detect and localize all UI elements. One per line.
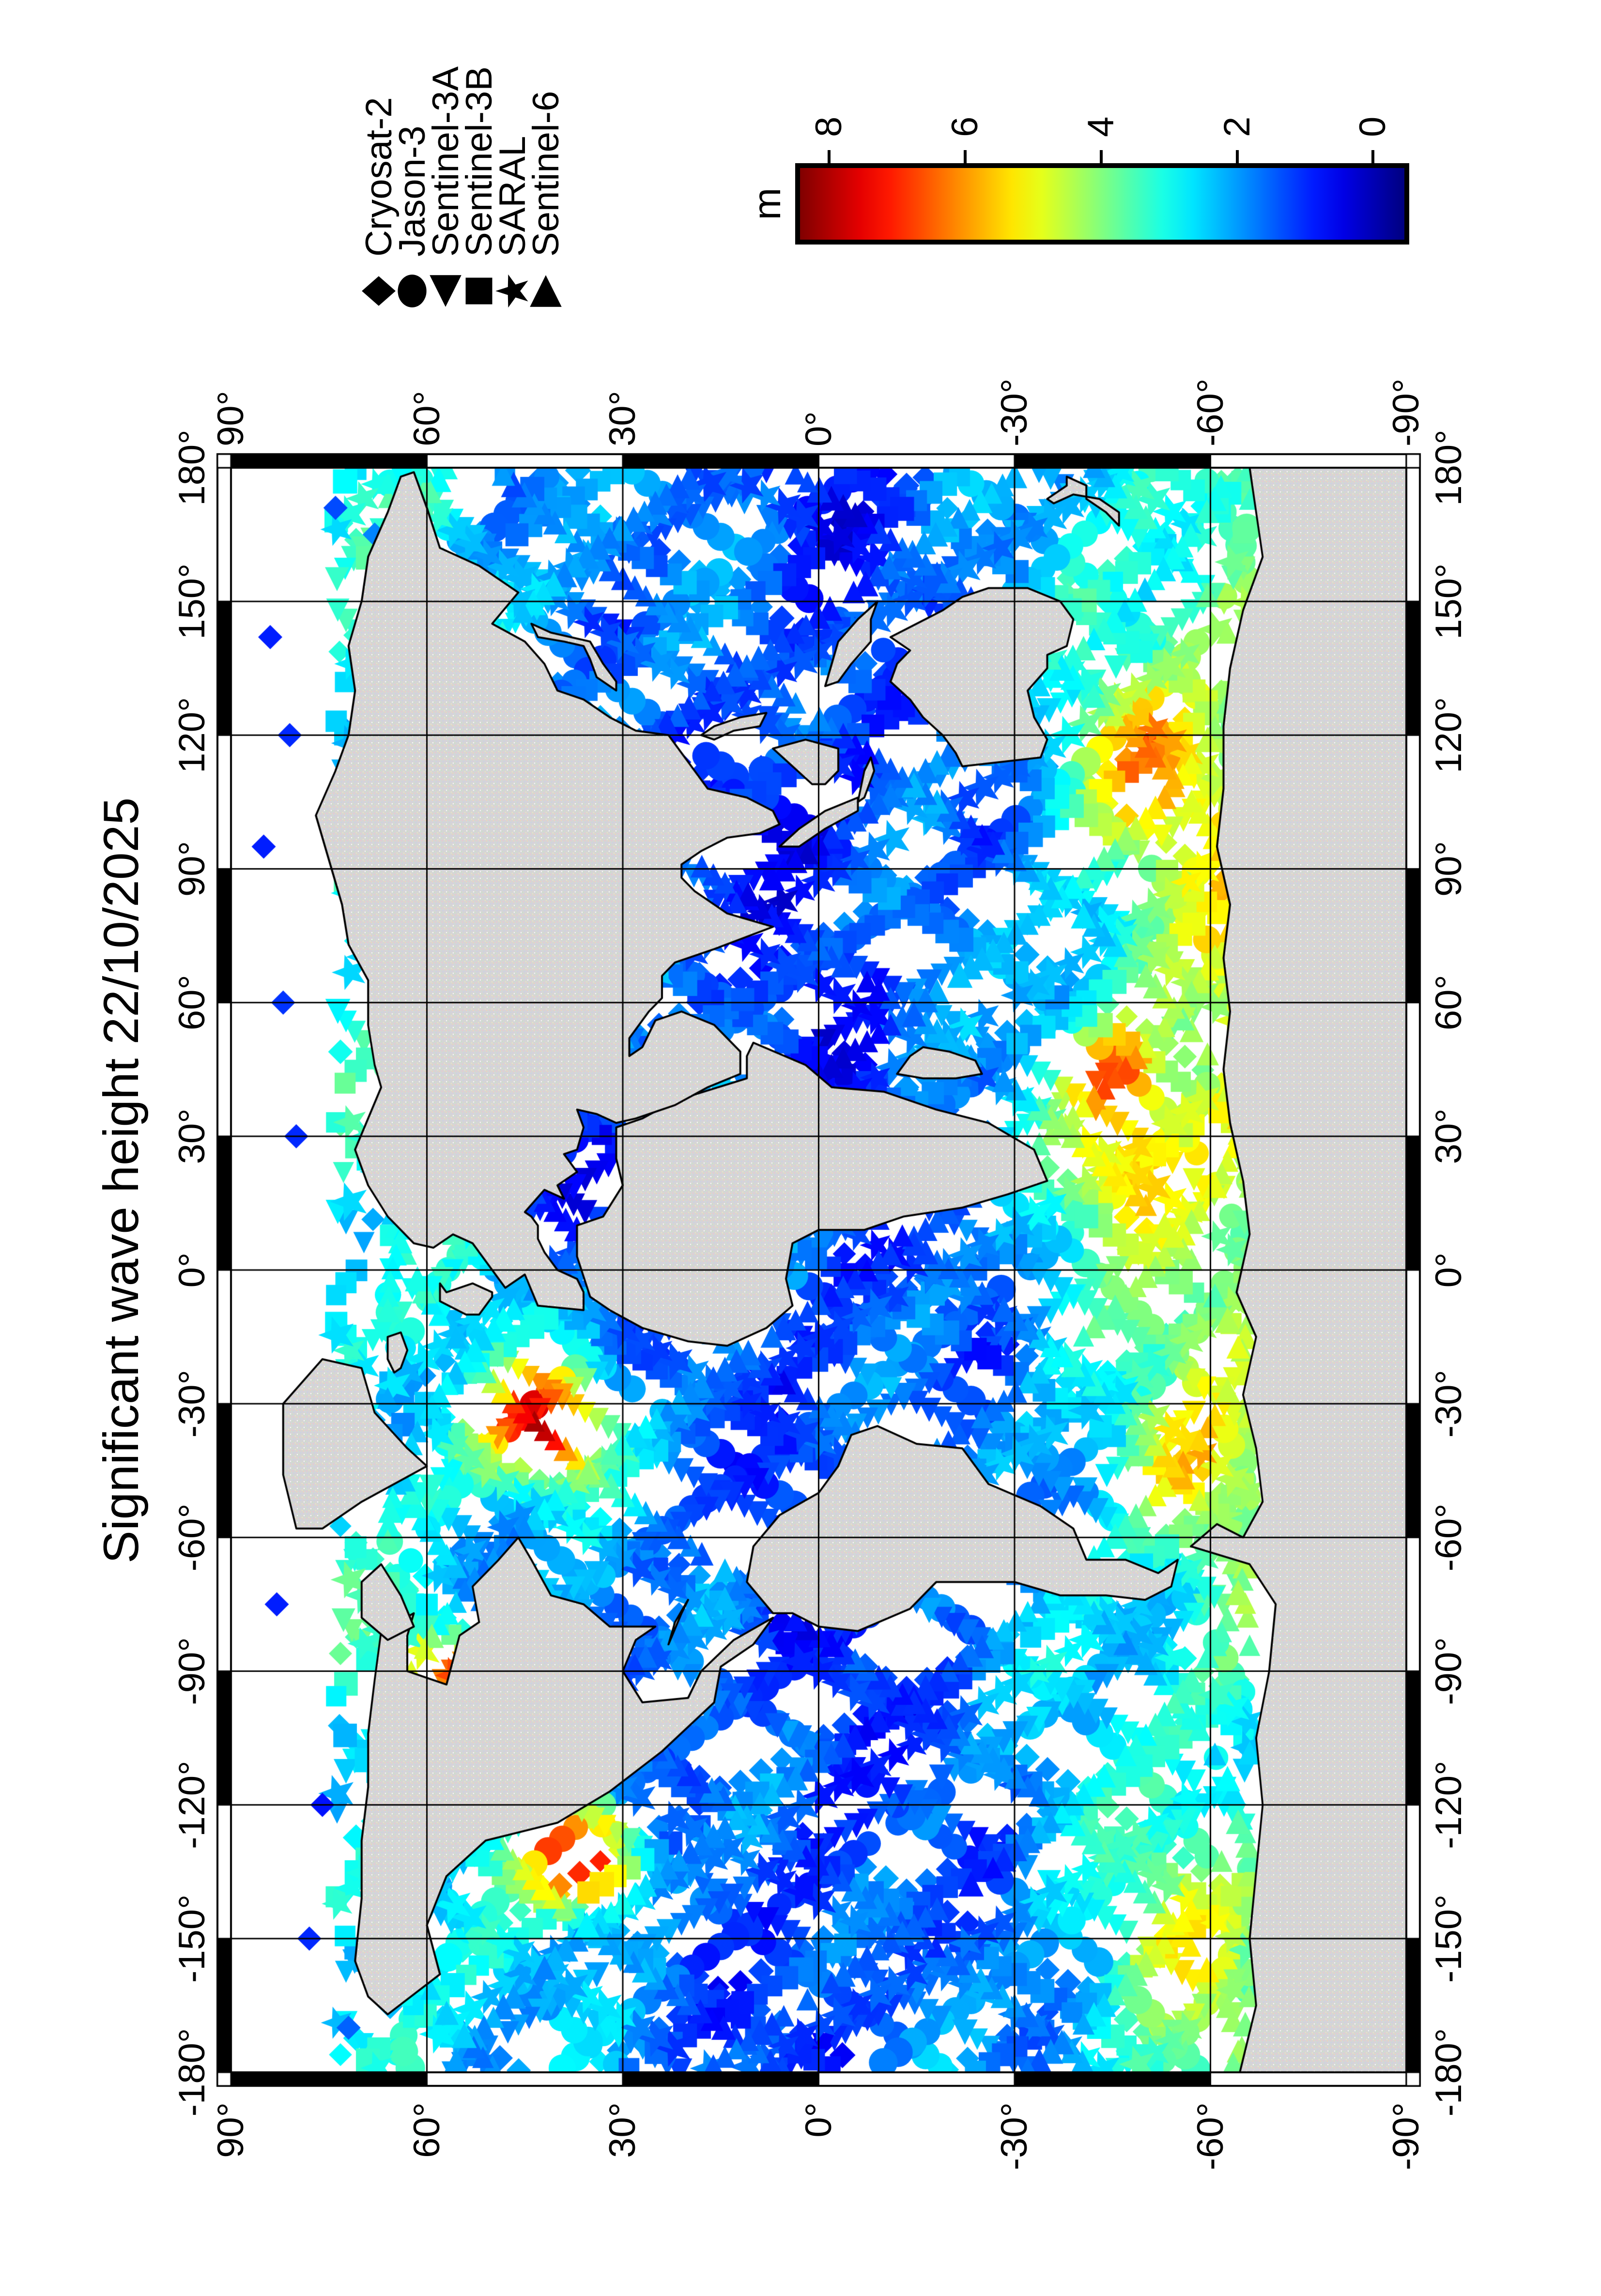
sentinel3b-square-icon (465, 277, 493, 305)
colorbar-tick-label: 8 (808, 116, 850, 137)
lat-axis-label-left: -60° (1189, 2102, 1231, 2171)
legend-row-cryosat2: Cryosat-2 (357, 0, 400, 309)
legend-row-saral: SARAL (491, 0, 534, 309)
lat-axis-label-right: 90° (210, 391, 251, 446)
legend-row-sentinel3b: Sentinel-3B (457, 0, 501, 309)
cryosat2-diamond-icon (362, 276, 396, 306)
colorbar-tick (1371, 150, 1375, 163)
legend-row-jason3: Jason-3 (390, 0, 434, 309)
lon-axis-label-top: 180° (171, 429, 213, 506)
lat-axis-label-right: 30° (602, 391, 643, 446)
lat-axis-label-right: -60° (1189, 378, 1231, 446)
legend-label: Sentinel-6 (525, 91, 567, 257)
lat-axis-label-left: 90° (210, 2102, 251, 2158)
sentinel3a-triangle-left-icon (430, 275, 462, 307)
colorbar-tick (828, 150, 831, 163)
plot-title: Significant wave height 22/10/2025 (93, 797, 149, 1564)
colorbar-unit-label: m (745, 187, 788, 220)
sentinel6-triangle-right-icon (530, 275, 562, 307)
lat-axis-label-right: -30° (994, 378, 1035, 446)
colorbar: m 8 6 4 2 0 (745, 117, 1409, 245)
lat-axis-label-left: -90° (1385, 2102, 1427, 2171)
colorbar-tick (1235, 150, 1239, 163)
colorbar-tick-label: 6 (944, 116, 986, 137)
jason3-circle-icon (398, 275, 427, 307)
lat-axis-label-left: 60° (406, 2102, 447, 2158)
colorbar-tick-label: 4 (1080, 116, 1122, 137)
colorbar-gradient (795, 163, 1409, 245)
lat-axis-label-left: 0° (798, 2102, 839, 2138)
lat-axis-label-right: -90° (1385, 378, 1427, 446)
colorbar-tick (964, 150, 967, 163)
colorbar-tick-label: 0 (1352, 116, 1394, 137)
saral-star-icon (495, 274, 528, 308)
legend-row-sentinel3a: Sentinel-3A (424, 0, 467, 309)
legend-row-sentinel6: Sentinel-6 (524, 0, 568, 309)
lat-axis-label-left: 30° (602, 2102, 643, 2158)
colorbar-tick-label: 2 (1216, 116, 1258, 137)
lat-axis-label-left: -30° (994, 2102, 1035, 2171)
lat-axis-label-right: 0° (798, 411, 839, 446)
lat-axis-label-right: 60° (406, 391, 447, 446)
colorbar-tick (1099, 150, 1103, 163)
lon-axis-label-bottom: 180° (1428, 429, 1469, 506)
